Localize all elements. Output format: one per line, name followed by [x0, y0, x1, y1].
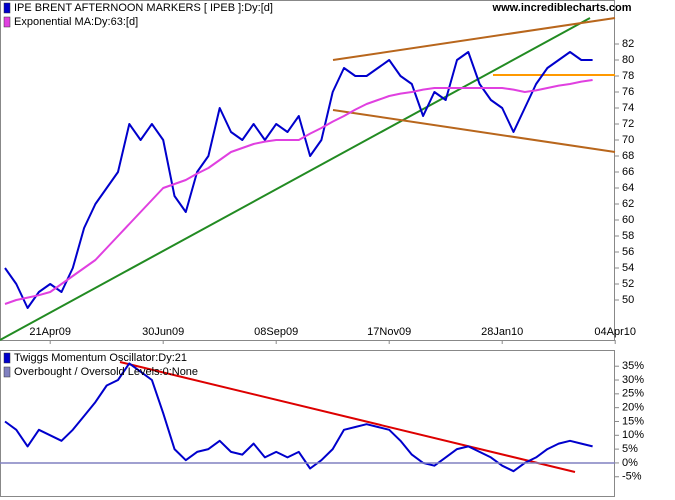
legend-label: IPE BRENT AFTERNOON MARKERS [ IPEB ]:Dy:…: [14, 2, 273, 14]
y-tick-label: 82: [622, 38, 634, 50]
series-line: [4, 362, 593, 473]
legend-swatch: [3, 352, 11, 364]
y-tick-label: 66: [622, 166, 634, 178]
y-tick-label: 54: [622, 262, 634, 274]
y-tick-label: 74: [622, 102, 634, 114]
y-tick-label: 10%: [622, 429, 644, 441]
y-tick-label: 68: [622, 150, 634, 162]
y-tick-label: 64: [622, 182, 634, 194]
y-tick-label: 35%: [622, 360, 644, 372]
y-tick-label: 76: [622, 86, 634, 98]
legend-label: Twiggs Momentum Oscillator:Dy:21: [14, 352, 187, 364]
y-tick-label: 62: [622, 198, 634, 210]
y-tick-label: 50: [622, 294, 634, 306]
x-tick-label: 04Apr10: [594, 326, 636, 338]
x-tick-label: 30Jun09: [142, 326, 184, 338]
trendline: [332, 17, 616, 61]
y-tick-label: 30%: [622, 374, 644, 386]
y-tick-label: 25%: [622, 388, 644, 400]
y-tick-label: -5%: [622, 471, 642, 483]
series-line: [4, 51, 593, 309]
y-tick-label: 78: [622, 70, 634, 82]
x-tick-label: 17Nov09: [367, 326, 411, 338]
legend-swatch: [3, 2, 11, 14]
y-tick-label: 15%: [622, 415, 644, 427]
x-tick-label: 21Apr09: [29, 326, 71, 338]
legend-label: Exponential MA:Dy:63:[d]: [14, 16, 138, 28]
y-tick-label: 5%: [622, 443, 638, 455]
y-tick-label: 20%: [622, 402, 644, 414]
y-tick-label: 80: [622, 54, 634, 66]
oscillator-panel-frame: [0, 350, 615, 497]
series-line: [4, 79, 593, 305]
legend-swatch: [3, 16, 11, 28]
legend-swatch: [3, 366, 11, 378]
y-tick-label: 52: [622, 278, 634, 290]
trendline: [332, 109, 616, 153]
y-tick-label: 0%: [622, 457, 638, 469]
y-tick-label: 60: [622, 214, 634, 226]
x-tick-label: 28Jan10: [481, 326, 523, 338]
trendline: [0, 17, 591, 341]
legend-label: Overbought / Oversold Levels:0:None: [14, 366, 198, 378]
trendline: [119, 361, 576, 473]
y-tick-label: 70: [622, 134, 634, 146]
trendlines: [0, 17, 616, 473]
watermark: www.incrediblecharts.com: [492, 2, 632, 14]
y-tick-label: 56: [622, 246, 634, 258]
price-panel-frame: [0, 0, 615, 341]
x-tick-label: 08Sep09: [254, 326, 298, 338]
y-tick-label: 58: [622, 230, 634, 242]
y-tick-label: 72: [622, 118, 634, 130]
